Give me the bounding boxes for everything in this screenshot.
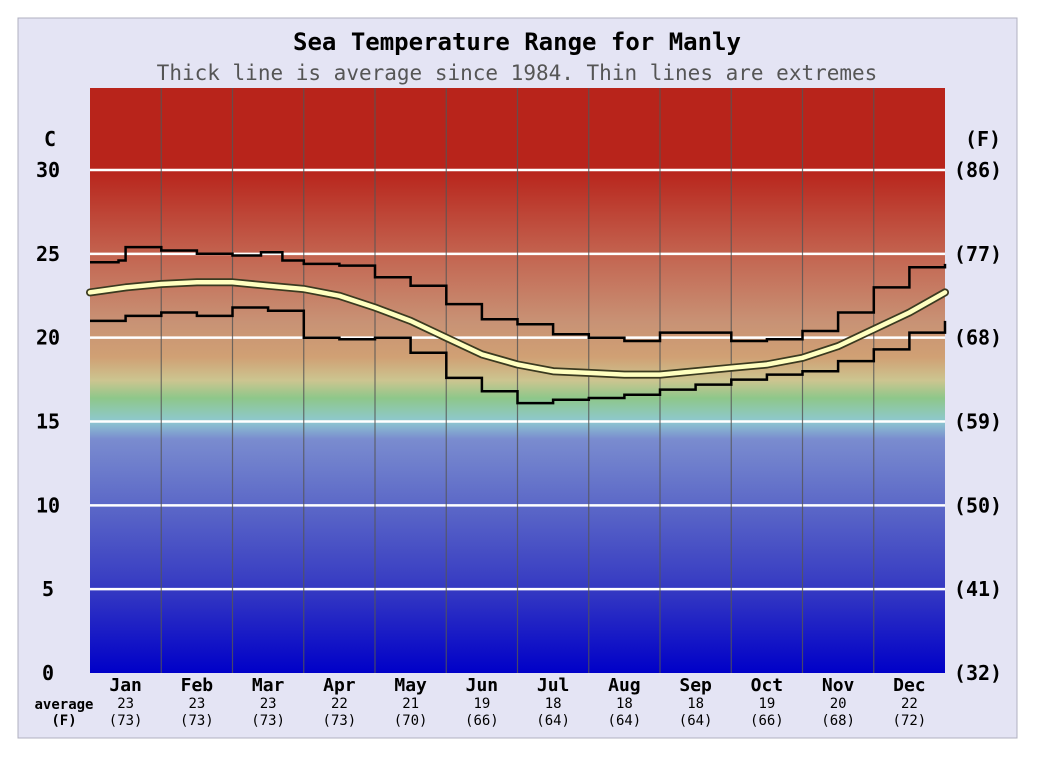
month-average-celsius: 20 bbox=[830, 696, 847, 712]
month-average-fahrenheit: (73) bbox=[323, 713, 357, 729]
y-tick-label-celsius: 25 bbox=[36, 242, 60, 266]
chart-title: Sea Temperature Range for Manly bbox=[293, 28, 741, 56]
month-average-celsius: 18 bbox=[687, 696, 704, 712]
month-average-fahrenheit: (64) bbox=[608, 713, 642, 729]
y-ticks-fahrenheit: (86) (77) (68) (59) (50) (41) (32) bbox=[954, 158, 1002, 685]
y-axis-label-fahrenheit: (F) bbox=[965, 127, 1001, 151]
month-label: Feb bbox=[181, 675, 214, 696]
max-extreme-line bbox=[90, 245, 947, 343]
month-label: May bbox=[394, 675, 427, 696]
month-average-fahrenheit: (66) bbox=[750, 713, 784, 729]
month-average-celsius: 22 bbox=[331, 696, 348, 712]
month-label: Aug bbox=[608, 675, 641, 696]
y-tick-label-celsius: 30 bbox=[36, 158, 60, 182]
average-row-unit-label: (F) bbox=[51, 713, 76, 729]
min-extreme-line bbox=[90, 306, 947, 405]
y-axis-label-celsius: C bbox=[44, 127, 56, 151]
month-average-celsius: 23 bbox=[260, 696, 277, 712]
y-tick-label-fahrenheit: (50) bbox=[954, 493, 1002, 517]
month-average-celsius: 19 bbox=[758, 696, 775, 712]
month-average-celsius: 21 bbox=[402, 696, 419, 712]
month-label: Nov bbox=[822, 675, 855, 696]
y-tick-label-fahrenheit: (41) bbox=[954, 577, 1002, 601]
month-labels: Jan23(73)Feb23(73)Mar23(73)Apr22(73)May2… bbox=[109, 675, 926, 729]
month-label: Oct bbox=[751, 675, 784, 696]
y-tick-label-fahrenheit: (86) bbox=[954, 158, 1002, 182]
y-tick-label-celsius: 0 bbox=[42, 661, 54, 685]
month-average-celsius: 18 bbox=[545, 696, 562, 712]
month-label: Mar bbox=[252, 675, 285, 696]
month-average-fahrenheit: (72) bbox=[893, 713, 927, 729]
y-tick-label-fahrenheit: (68) bbox=[954, 326, 1002, 350]
month-label: Dec bbox=[893, 675, 926, 696]
y-tick-label-fahrenheit: (32) bbox=[954, 661, 1002, 685]
month-label: Jul bbox=[537, 675, 570, 696]
month-average-fahrenheit: (66) bbox=[465, 713, 499, 729]
month-label: Jun bbox=[466, 675, 499, 696]
month-average-celsius: 19 bbox=[473, 696, 490, 712]
month-average-celsius: 23 bbox=[188, 696, 205, 712]
average-line bbox=[87, 280, 948, 377]
chart-subtitle: Thick line is average since 1984. Thin l… bbox=[157, 61, 878, 85]
y-tick-label-celsius: 10 bbox=[36, 493, 60, 517]
y-tick-label-fahrenheit: (77) bbox=[954, 242, 1002, 266]
month-average-fahrenheit: (73) bbox=[251, 713, 285, 729]
y-tick-label-celsius: 15 bbox=[36, 410, 60, 434]
month-average-fahrenheit: (73) bbox=[180, 713, 214, 729]
month-label: Apr bbox=[323, 675, 356, 696]
month-average-fahrenheit: (73) bbox=[109, 713, 143, 729]
month-average-celsius: 23 bbox=[117, 696, 134, 712]
month-average-fahrenheit: (64) bbox=[679, 713, 713, 729]
month-label: Sep bbox=[679, 675, 712, 696]
series-layer bbox=[86, 245, 949, 405]
y-tick-label-celsius: 5 bbox=[42, 577, 54, 601]
average-row-label: average bbox=[34, 697, 93, 713]
month-average-fahrenheit: (68) bbox=[821, 713, 855, 729]
month-average-fahrenheit: (70) bbox=[394, 713, 428, 729]
y-tick-label-celsius: 20 bbox=[36, 326, 60, 350]
y-ticks-celsius: 30 25 20 15 10 5 0 bbox=[36, 158, 60, 685]
y-tick-label-fahrenheit: (59) bbox=[954, 410, 1002, 434]
month-label: Jan bbox=[109, 675, 142, 696]
month-average-celsius: 22 bbox=[901, 696, 918, 712]
month-average-fahrenheit: (64) bbox=[536, 713, 570, 729]
month-average-celsius: 18 bbox=[616, 696, 633, 712]
